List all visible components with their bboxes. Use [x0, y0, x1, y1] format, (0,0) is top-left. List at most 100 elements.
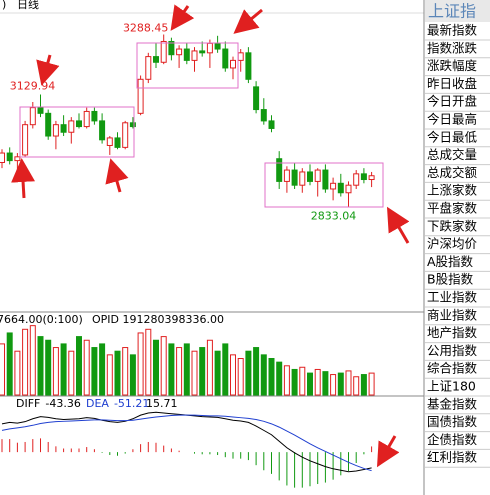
bracket: ) [2, 0, 6, 11]
volume-bar [29, 325, 36, 396]
candle-body [99, 120, 106, 141]
volume-bar [360, 374, 367, 396]
candle-body [14, 156, 21, 162]
candle-body [345, 184, 352, 194]
candle-body [183, 48, 190, 61]
candle-body [368, 175, 375, 181]
volume-bar [176, 347, 183, 396]
candle-body [353, 173, 360, 186]
side-item: 昨日收盘 [427, 76, 477, 91]
candle-body [299, 171, 306, 186]
arrows [11, 4, 410, 468]
volume-bar [307, 372, 313, 396]
side-item: 今日最高 [427, 112, 477, 127]
candle-body [129, 122, 136, 128]
candle-body [83, 110, 90, 128]
macd-value: -43.36 [45, 397, 80, 410]
volume-bar [368, 372, 375, 396]
candle-body [283, 169, 290, 182]
volume-bar [206, 339, 213, 396]
side-item: 下跌家数 [427, 218, 478, 233]
candle-body [191, 50, 198, 61]
range-box [136, 42, 239, 89]
side-item: 商业指数 [427, 307, 478, 322]
side-item: 公用指数 [427, 343, 478, 358]
candle-body [0, 152, 5, 164]
volume-bar [114, 350, 121, 396]
volume-bar [314, 368, 321, 396]
side-title: 上证指 [428, 2, 476, 21]
volume-bar [14, 350, 21, 396]
volume-bar [199, 347, 206, 396]
candle-body [45, 112, 52, 137]
volume-header: 7664.00(0:100) [0, 313, 83, 326]
macd-value: 15.71 [146, 397, 178, 410]
range-box [264, 162, 384, 208]
volume-bar [52, 347, 59, 396]
volume-subheader: OPID 191280398336.00 [92, 313, 224, 326]
candle-body [360, 173, 367, 181]
candle-body [199, 50, 206, 54]
candle-body [137, 78, 144, 114]
side-item: 国债指数 [427, 414, 478, 429]
candle-body [314, 169, 321, 182]
side-item: 指数涨跌 [427, 40, 478, 55]
volume-bar [330, 374, 337, 396]
candle-body [6, 152, 13, 162]
candle-body [68, 120, 75, 133]
side-item: 综合指数 [427, 361, 478, 376]
candle-body [322, 169, 329, 190]
volume-bar [68, 350, 75, 396]
candle-body [60, 124, 67, 133]
candle-body [237, 52, 244, 61]
arrow [105, 158, 129, 193]
side-item: 总成交额 [427, 165, 478, 180]
candle-body [176, 48, 183, 56]
candle-body [52, 124, 59, 137]
side-item: 上涨家数 [427, 183, 478, 198]
plot-area: 3129.94 3288.45 2833.04 7664.00(0:100) OPID … [0, 21, 375, 488]
volume-bar [214, 350, 221, 396]
volume-bar [253, 347, 260, 396]
volume-bar [153, 339, 159, 396]
candle-body [22, 124, 29, 156]
range-box [19, 106, 135, 158]
volume-bar [106, 354, 113, 396]
volume-bar [145, 328, 152, 396]
price-label: 3129.94 [10, 79, 56, 92]
volume-bar [45, 339, 52, 396]
candle-body [245, 52, 252, 80]
volume-bar [268, 358, 275, 396]
side-item: 平盘家数 [427, 201, 478, 216]
side-item: 总成交量 [427, 147, 477, 162]
volume-bar [160, 336, 167, 396]
candle-body [276, 158, 283, 182]
side-header [425, 0, 490, 22]
candle-body [114, 137, 121, 148]
candle-body [214, 42, 221, 50]
period-label[interactable]: 日线 [17, 0, 39, 11]
side-item: 涨跌幅度 [427, 58, 478, 73]
side-item: 基金指数 [427, 396, 478, 411]
volume-bar [283, 365, 290, 396]
side-item: 今日开盘 [427, 94, 477, 109]
candle-body [206, 42, 213, 54]
candle-body [76, 120, 82, 128]
side-item: 今日最低 [427, 129, 478, 144]
volume-bar [299, 366, 306, 396]
candle-body [330, 182, 337, 190]
arrow [36, 54, 60, 86]
candle-body [268, 120, 275, 129]
side-item: 红利指数 [427, 450, 478, 465]
candle-body [145, 56, 152, 80]
volume-bar [353, 376, 360, 396]
volume-bar [129, 354, 136, 396]
candle-body [230, 59, 236, 69]
macd-line [1, 414, 372, 472]
arrow [233, 8, 263, 34]
macd-value: -51.21 [114, 397, 149, 410]
volume-bar [245, 350, 252, 396]
volume-bar [60, 343, 67, 396]
